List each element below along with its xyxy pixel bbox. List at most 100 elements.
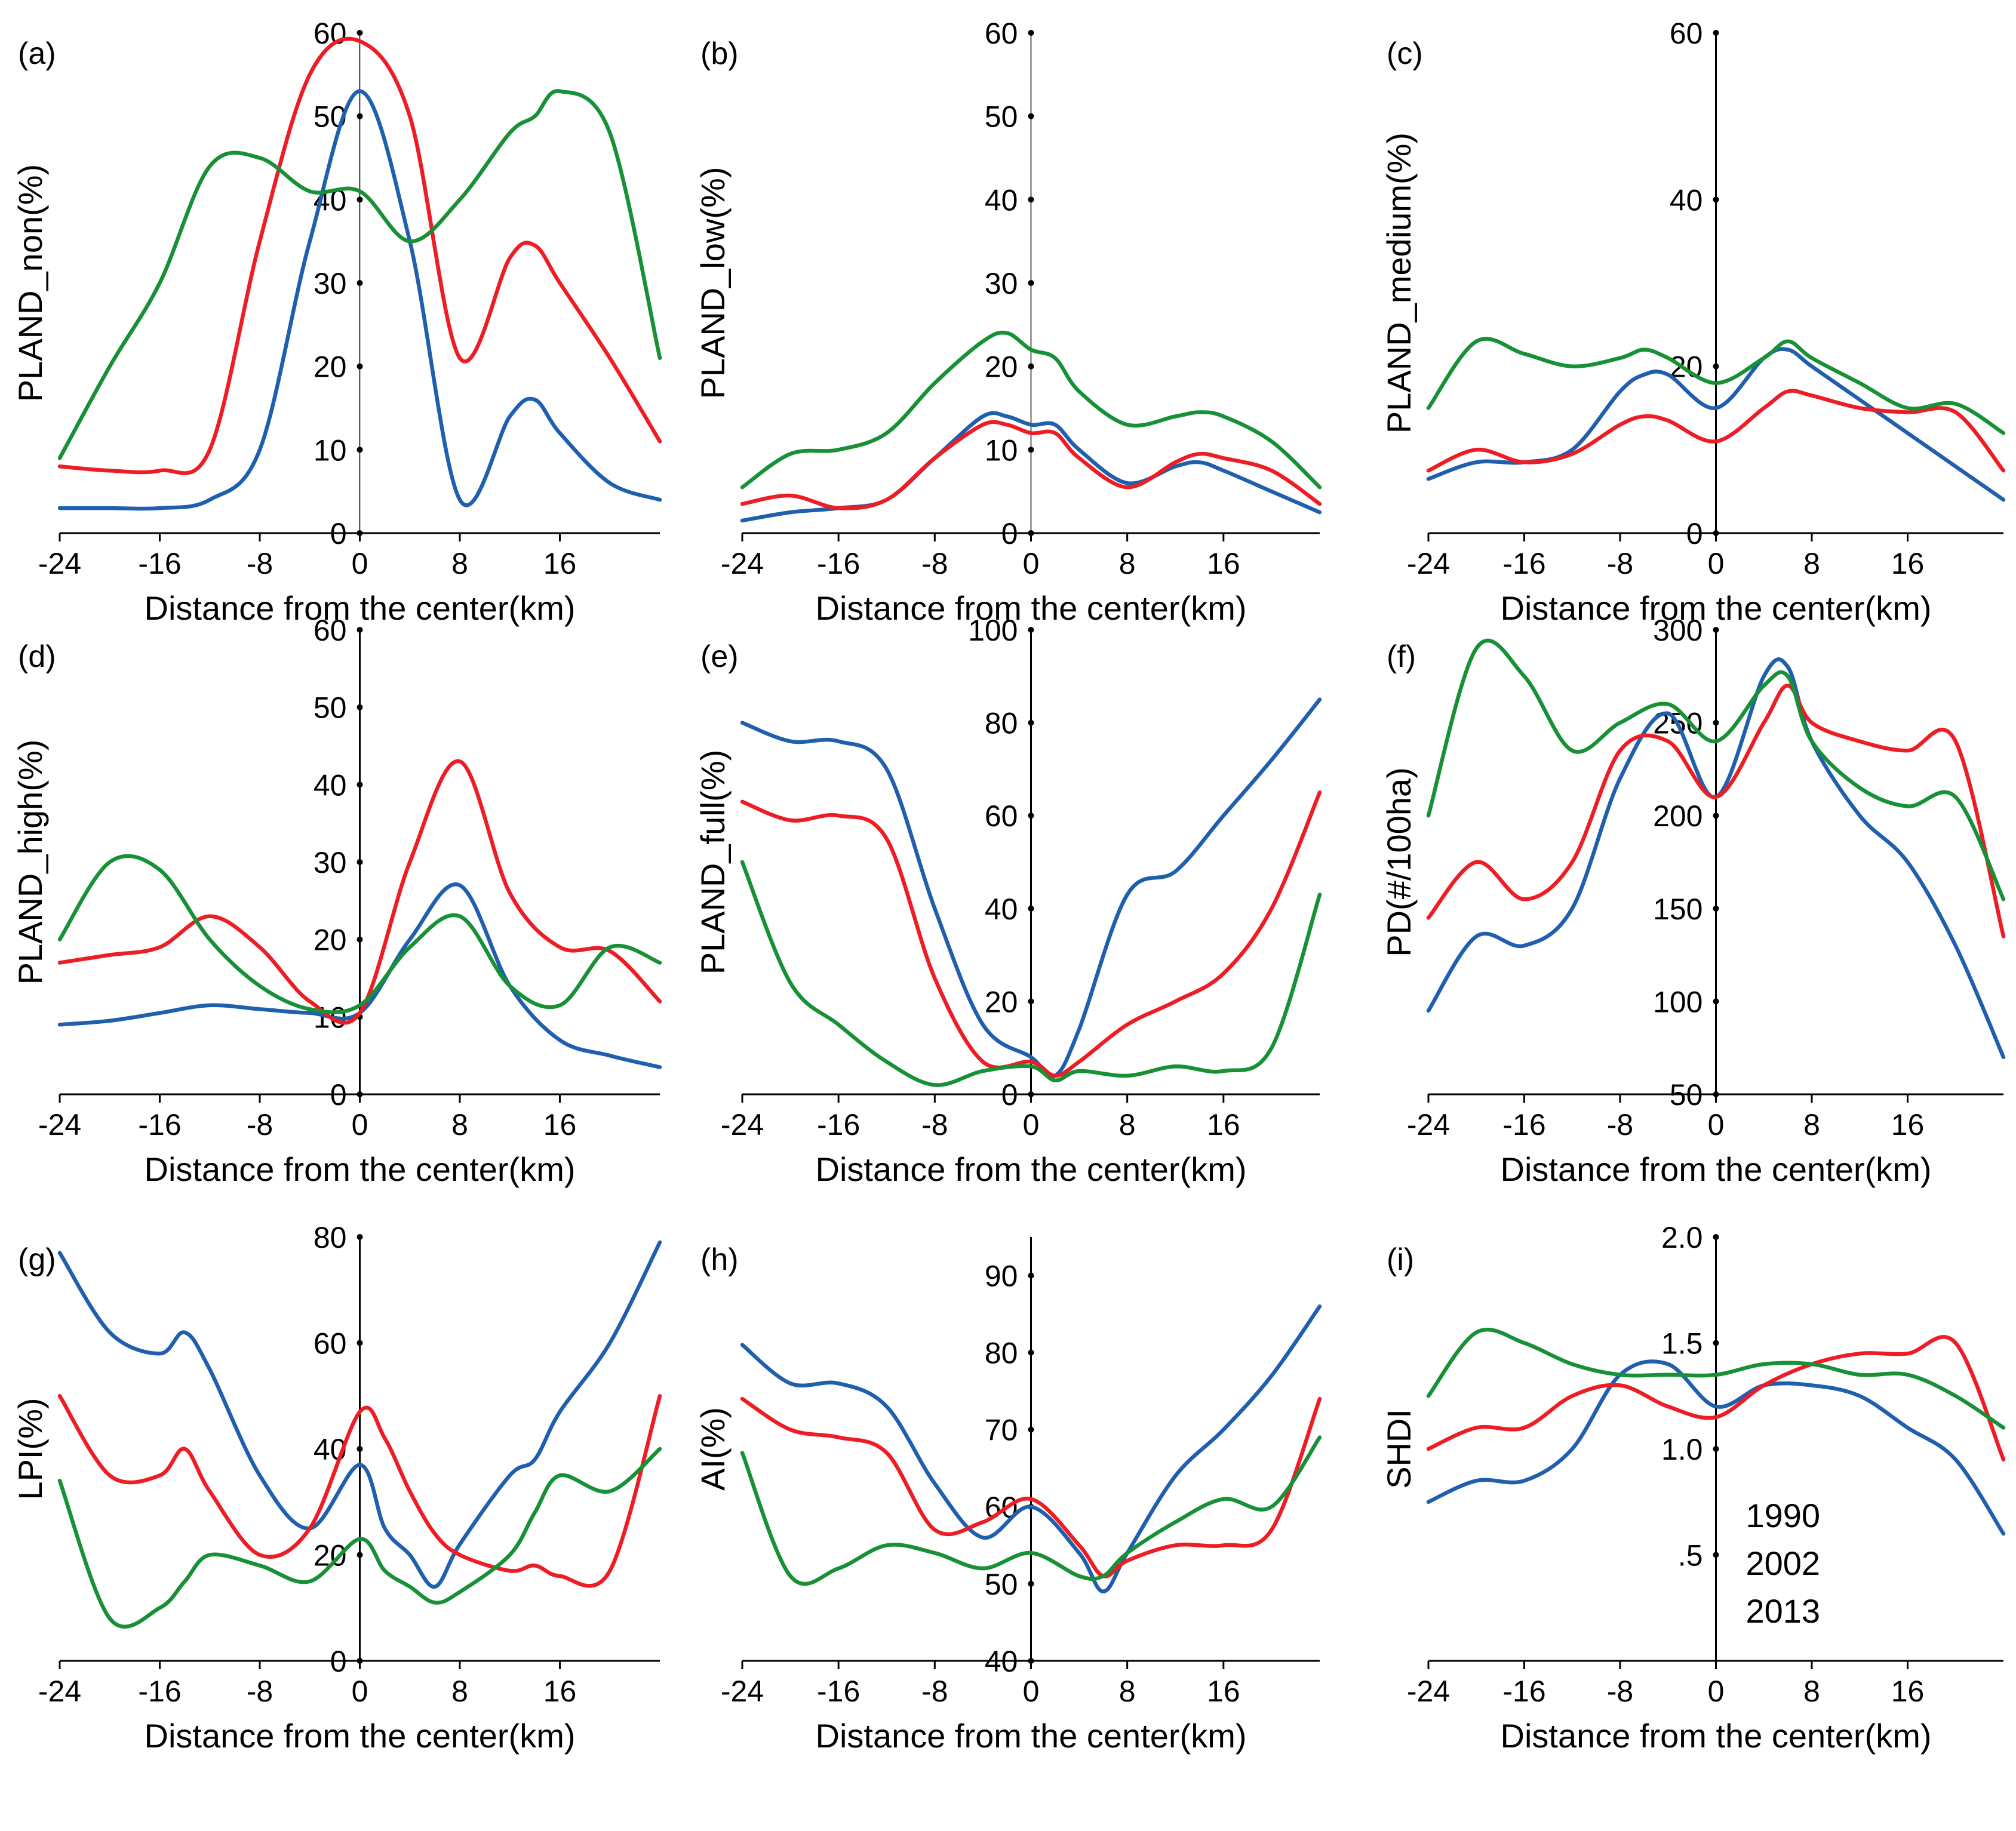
series-line-2013 <box>57 89 662 460</box>
y-tick-label: 40 <box>314 768 347 802</box>
x-tick-label: 16 <box>1891 1675 1925 1708</box>
x-tick-label: 0 <box>1023 1108 1040 1141</box>
y-tick <box>1713 363 1719 370</box>
y-tick-label: 30 <box>314 267 347 300</box>
y-tick <box>1713 196 1719 203</box>
y-tick <box>1028 113 1034 119</box>
y-tick <box>357 30 363 36</box>
series-line-2013 <box>1426 337 2006 435</box>
x-tick-label: 8 <box>451 1675 468 1708</box>
x-tick-label: -8 <box>1607 547 1633 580</box>
y-tick-label: 0 <box>330 517 347 550</box>
series-line-2002 <box>57 759 662 1025</box>
y-axis-title: PD(#/100ha) <box>1380 767 1418 957</box>
y-tick-label: 20 <box>985 985 1018 1018</box>
x-tick-label: 0 <box>1708 1108 1725 1141</box>
y-tick-label: 200 <box>1653 799 1702 833</box>
x-tick-label: 0 <box>1708 1675 1725 1708</box>
series-line-2002 <box>740 1396 1322 1578</box>
x-tick-label: -8 <box>247 1108 273 1141</box>
y-tick-label: 60 <box>314 1327 347 1361</box>
x-axis-title: Distance from the center(km) <box>816 589 1247 627</box>
y-tick <box>357 859 363 865</box>
x-axis-title: Distance from the center(km) <box>145 1150 576 1188</box>
x-tick-label: 8 <box>1119 1108 1136 1141</box>
x-tick-label: 8 <box>1803 547 1820 580</box>
y-tick <box>1028 30 1034 36</box>
y-axis-title: LPI(%) <box>11 1398 49 1500</box>
x-tick-label: 0 <box>1023 547 1040 580</box>
x-tick-label: 8 <box>1119 547 1136 580</box>
x-tick-label: 8 <box>451 1108 468 1141</box>
panel-label: (f) <box>1387 639 1416 674</box>
y-tick-label: 20 <box>314 924 347 957</box>
y-tick <box>1028 530 1034 536</box>
y-axis-title: PLAND_high(%) <box>11 740 49 985</box>
series-line-2013 <box>740 860 1322 1087</box>
y-tick-label: 60 <box>985 799 1018 833</box>
y-tick <box>1713 905 1719 912</box>
x-tick-label: 8 <box>451 547 468 580</box>
panel-label: (b) <box>700 36 739 71</box>
y-tick <box>1028 1426 1034 1433</box>
x-tick-label: -8 <box>247 547 273 580</box>
y-tick <box>357 704 363 710</box>
series-line-1990 <box>57 1240 662 1589</box>
y-tick-label: 40 <box>1670 183 1703 217</box>
y-axis-title: PLAND_low(%) <box>694 167 732 399</box>
series-line-1990 <box>1426 657 2006 1060</box>
series-line-2002 <box>1426 389 2006 473</box>
x-tick-label: -24 <box>38 547 81 580</box>
x-tick-label: -16 <box>817 547 860 580</box>
x-tick-label: -16 <box>138 547 181 580</box>
y-tick <box>1028 719 1034 726</box>
y-tick-label: 50 <box>314 691 347 725</box>
panel-e: (e) -24 -16 -8 0 8 16 Distance from the center(… <box>694 614 1322 1188</box>
y-tick <box>357 113 363 119</box>
y-tick-label: 40 <box>985 1645 1018 1678</box>
panel-f: (f) -24 -16 -8 0 8 16 Distance from the center(… <box>1380 614 2006 1188</box>
y-tick <box>1713 998 1719 1005</box>
x-tick-label: -8 <box>247 1675 273 1708</box>
x-tick-label: -24 <box>1407 1108 1450 1141</box>
x-tick-label: -24 <box>38 1108 81 1141</box>
x-tick-label: 16 <box>1207 1675 1240 1708</box>
series-line-1990 <box>57 89 662 511</box>
panel-b: (b) -24 -16 -8 0 8 16 Distance from the center(… <box>694 17 1322 627</box>
panel-c: (c) -24 -16 -8 0 8 16 Distance from the center(… <box>1380 17 2006 627</box>
y-tick <box>357 1552 363 1558</box>
x-tick-label: -16 <box>817 1675 860 1708</box>
series-line-2002 <box>740 420 1322 510</box>
series-line-2013 <box>57 1447 662 1629</box>
y-tick-label: 50 <box>985 100 1018 134</box>
legend-entry-2002: 2002 <box>1746 1544 1821 1582</box>
y-tick-label: 80 <box>314 1221 347 1254</box>
y-tick <box>1028 1091 1034 1097</box>
panel-label: (h) <box>700 1242 739 1277</box>
y-tick-label: .5 <box>1678 1539 1703 1572</box>
series-line-2013 <box>1426 1327 2006 1430</box>
y-tick-label: 150 <box>1653 893 1702 926</box>
x-tick-label: 8 <box>1803 1108 1820 1141</box>
y-tick <box>1028 1580 1034 1587</box>
y-tick <box>357 447 363 453</box>
y-tick-label: 80 <box>985 1337 1018 1370</box>
y-tick-label: 0 <box>330 1078 347 1112</box>
y-tick-label: 90 <box>985 1260 1018 1293</box>
y-tick-label: 1.0 <box>1661 1433 1703 1466</box>
y-tick-label: 1.5 <box>1661 1327 1703 1361</box>
y-tick <box>1713 1091 1719 1097</box>
x-tick-label: -8 <box>1607 1675 1633 1708</box>
y-tick-label: 2.0 <box>1661 1221 1703 1254</box>
x-tick-label: 16 <box>1207 547 1240 580</box>
y-tick <box>1028 627 1034 633</box>
y-tick-label: 50 <box>1670 1078 1703 1112</box>
y-tick <box>1713 1234 1719 1240</box>
y-tick <box>1713 30 1719 36</box>
x-tick-label: 8 <box>1119 1675 1136 1708</box>
y-tick-label: 40 <box>985 893 1018 926</box>
y-tick <box>357 280 363 286</box>
y-tick <box>357 196 363 203</box>
x-tick-label: 0 <box>1708 547 1725 580</box>
x-tick-label: -16 <box>1502 1675 1545 1708</box>
